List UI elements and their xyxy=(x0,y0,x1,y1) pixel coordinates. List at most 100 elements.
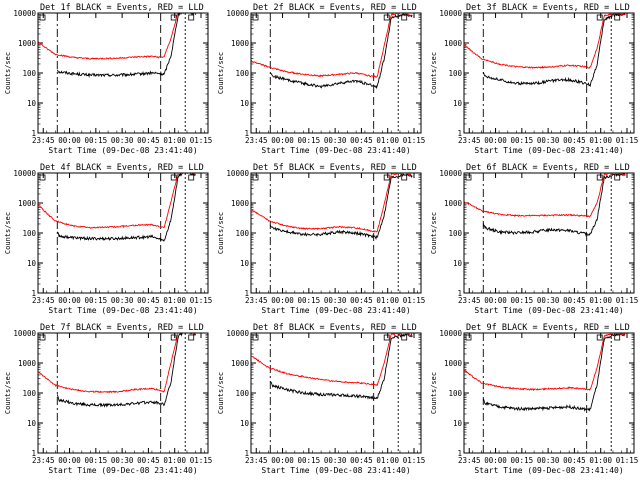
marker-symbol xyxy=(614,14,621,21)
panel-title: Det 1f BLACK = Events, RED = LLD xyxy=(40,3,204,13)
x-tick-label: 00:00 xyxy=(58,296,81,305)
x-tick-label: 01:00 xyxy=(589,456,612,465)
x-tick-label: 23:45 xyxy=(245,296,268,305)
y-tick-label: 10000 xyxy=(226,169,249,178)
y-tick-label: 10000 xyxy=(13,9,36,18)
y-tick-label: 10000 xyxy=(439,329,462,338)
x-axis-label: Start Time (09-Dec-08 23:41:40) xyxy=(48,466,197,475)
detector-panel: Det 7f BLACK = Events, RED = LLD 1 10 100 10… xyxy=(4,323,212,475)
lld-series-line xyxy=(464,173,626,218)
marker-symbol xyxy=(383,14,390,21)
plot-frame xyxy=(463,12,635,134)
events-series-line xyxy=(57,173,196,243)
detector-panel: Det 1f BLACK = Events, RED = LLD 1 10 100 10… xyxy=(4,3,212,155)
x-tick-label: 00:00 xyxy=(58,456,81,465)
x-tick-label: 00:45 xyxy=(563,456,586,465)
y-tick-label: 100 xyxy=(22,389,36,398)
plot-frame xyxy=(37,332,209,454)
events-series-line xyxy=(270,13,413,90)
lld-series-line xyxy=(38,333,197,394)
x-tick-label: 01:00 xyxy=(376,456,399,465)
y-tick-label: 1000 xyxy=(444,39,463,48)
y-tick-label: 10 xyxy=(27,259,37,268)
y-tick-label: 10 xyxy=(27,419,37,428)
y-axis-label: Counts/sec xyxy=(430,372,438,414)
x-tick-label: 00:15 xyxy=(85,456,108,465)
y-tick-label: 100 xyxy=(235,229,249,238)
x-tick-label: 01:15 xyxy=(403,136,426,145)
x-tick-label: 01:15 xyxy=(190,296,213,305)
y-tick-label: 1 xyxy=(457,449,462,458)
y-tick-label: 100 xyxy=(448,389,462,398)
y-tick-label: 1000 xyxy=(231,199,250,208)
marker-symbol xyxy=(401,14,408,21)
x-axis-label: Start Time (09-Dec-08 23:41:40) xyxy=(48,146,197,155)
panel-title: Det 6f BLACK = Events, RED = LLD xyxy=(466,163,630,173)
x-tick-label: 00:15 xyxy=(298,456,321,465)
y-tick-label: 10000 xyxy=(439,169,462,178)
plot-frame xyxy=(463,332,635,454)
panel-title: Det 5f BLACK = Events, RED = LLD xyxy=(253,163,417,173)
events-series-line xyxy=(56,333,197,408)
x-axis-label: Start Time (09-Dec-08 23:41:40) xyxy=(474,306,623,315)
x-tick-label: 00:45 xyxy=(137,296,160,305)
y-tick-label: 1 xyxy=(244,129,249,138)
x-tick-label: 01:00 xyxy=(163,296,186,305)
detector-panel: Det 4f BLACK = Events, RED = LLD 1 10 100 10… xyxy=(4,163,212,315)
x-tick-label: 01:00 xyxy=(163,136,186,145)
x-tick-label: 23:45 xyxy=(245,136,268,145)
panel-title: Det 2f BLACK = Events, RED = LLD xyxy=(253,3,417,13)
x-tick-label: 00:15 xyxy=(511,296,534,305)
y-axis-label: Counts/sec xyxy=(4,212,12,254)
x-tick-label: 01:15 xyxy=(403,296,426,305)
panel-title: Det 9f BLACK = Events, RED = LLD xyxy=(466,323,630,333)
panel-title: Det 7f BLACK = Events, RED = LLD xyxy=(40,323,204,333)
y-tick-label: 10 xyxy=(453,259,463,268)
x-tick-label: 00:30 xyxy=(324,296,347,305)
x-tick-label: 01:15 xyxy=(616,296,639,305)
x-tick-label: 01:00 xyxy=(376,136,399,145)
marker-symbol xyxy=(170,174,177,181)
y-tick-label: 1000 xyxy=(18,39,37,48)
y-tick-label: 1000 xyxy=(231,39,250,48)
y-tick-label: 1 xyxy=(31,449,36,458)
y-tick-label: 100 xyxy=(235,69,249,78)
lld-series-line xyxy=(38,13,196,60)
marker-symbol xyxy=(170,334,177,341)
marker-symbol xyxy=(465,174,472,181)
plot-frame xyxy=(250,12,422,134)
detector-panel: Det 6f BLACK = Events, RED = LLD 1 10 100 10… xyxy=(430,163,638,315)
y-tick-label: 1000 xyxy=(231,359,250,368)
x-axis-label: Start Time (09-Dec-08 23:41:40) xyxy=(261,306,410,315)
detector-panel: Det 3f BLACK = Events, RED = LLD 1 10 100 10… xyxy=(430,3,638,155)
x-tick-label: 00:45 xyxy=(350,456,373,465)
marker-symbol xyxy=(39,14,46,21)
plot-frame xyxy=(463,172,635,294)
x-tick-label: 00:00 xyxy=(484,136,507,145)
y-axis-label: Counts/sec xyxy=(430,52,438,94)
events-series-line xyxy=(269,173,413,240)
y-tick-label: 1 xyxy=(457,129,462,138)
lld-series-line xyxy=(251,173,413,233)
x-tick-label: 00:00 xyxy=(484,456,507,465)
marker-symbol xyxy=(188,174,195,181)
x-axis-label: Start Time (09-Dec-08 23:41:40) xyxy=(261,146,410,155)
x-tick-label: 01:00 xyxy=(376,296,399,305)
x-tick-label: 00:30 xyxy=(111,456,134,465)
y-tick-label: 10000 xyxy=(13,169,36,178)
x-tick-label: 23:45 xyxy=(32,456,55,465)
y-tick-label: 1 xyxy=(31,129,36,138)
y-tick-label: 10 xyxy=(240,419,250,428)
y-tick-label: 1 xyxy=(457,289,462,298)
y-tick-label: 100 xyxy=(22,229,36,238)
x-tick-label: 00:45 xyxy=(350,296,373,305)
marker-symbol xyxy=(188,334,195,341)
marker-symbol xyxy=(465,14,472,21)
y-tick-label: 1 xyxy=(31,289,36,298)
y-axis-label: Counts/sec xyxy=(4,52,12,94)
events-series-line xyxy=(482,333,626,412)
y-tick-label: 10000 xyxy=(226,9,249,18)
x-tick-label: 23:45 xyxy=(32,296,55,305)
x-tick-label: 00:30 xyxy=(111,296,134,305)
